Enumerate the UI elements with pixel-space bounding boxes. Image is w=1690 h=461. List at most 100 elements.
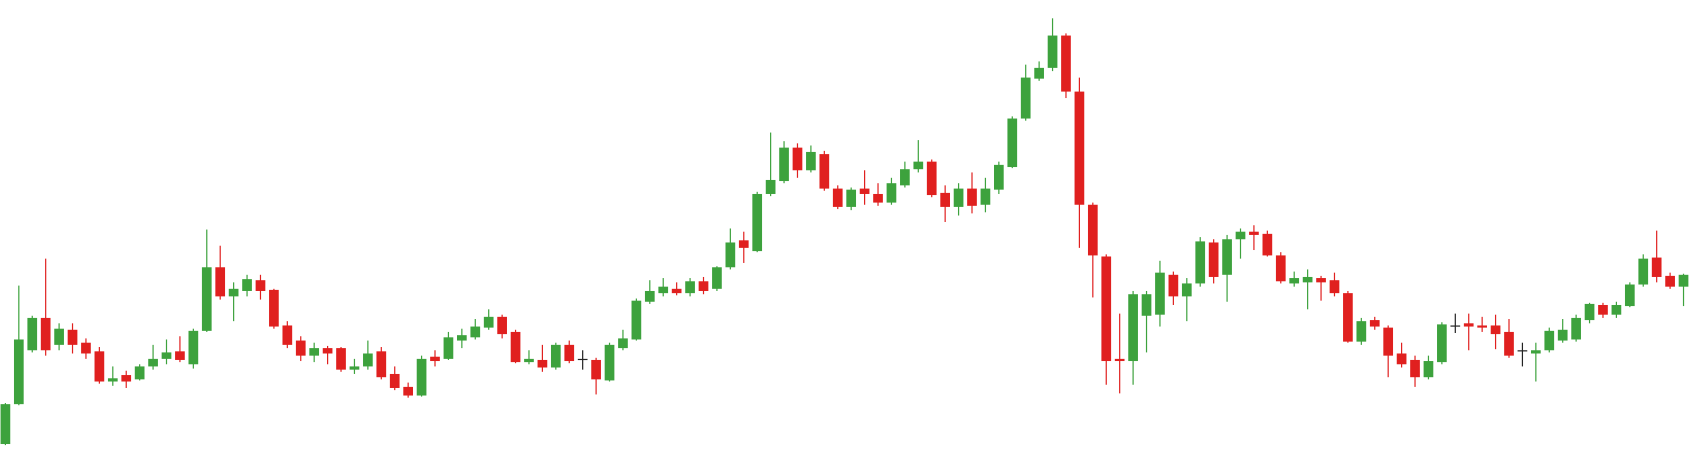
- candle-body: [550, 344, 561, 368]
- candle-body: [1531, 350, 1541, 354]
- candle-body: [792, 147, 803, 171]
- candle-body: [631, 300, 642, 340]
- candle-body: [497, 316, 507, 335]
- candle-body: [201, 267, 212, 331]
- candle-body: [0, 404, 11, 445]
- candle-body: [188, 330, 199, 365]
- candle-body: [1611, 304, 1622, 315]
- candle-body: [1504, 331, 1514, 356]
- candle-body: [1463, 323, 1474, 327]
- candle-body: [591, 359, 601, 380]
- candle-body: [94, 351, 105, 382]
- candle-body: [564, 344, 575, 362]
- candle-body: [1544, 330, 1555, 351]
- candle-body: [873, 193, 883, 203]
- candle-body: [1437, 324, 1447, 363]
- candle-body: [1101, 256, 1112, 362]
- candle-body: [1074, 91, 1085, 205]
- candle-body: [40, 317, 51, 351]
- candle-body: [1665, 275, 1675, 287]
- candle-body: [900, 169, 910, 186]
- candle-body: [376, 351, 387, 378]
- candle-body: [228, 288, 239, 297]
- candle-body: [1396, 353, 1407, 365]
- candle-body: [67, 329, 78, 345]
- candle-body: [81, 342, 91, 354]
- candle-body: [1047, 35, 1058, 68]
- candle-body: [940, 192, 950, 207]
- candle-body: [1584, 303, 1595, 321]
- candle-body: [1477, 325, 1487, 328]
- candle-body: [1638, 258, 1649, 285]
- candle-body: [1651, 257, 1662, 277]
- candle-body: [1195, 241, 1206, 284]
- candle-body: [725, 242, 736, 268]
- candle-body: [403, 386, 413, 396]
- candle-body: [148, 358, 158, 367]
- candle-body: [1141, 294, 1152, 316]
- candle-body: [1624, 284, 1635, 307]
- candle-body: [537, 359, 548, 368]
- candle-body: [416, 358, 427, 396]
- candle-body: [215, 267, 226, 297]
- candle-body: [1329, 280, 1340, 294]
- candle-body: [1678, 274, 1689, 287]
- candle-body: [685, 281, 695, 294]
- candle-body: [1155, 272, 1165, 315]
- candle-body: [322, 348, 333, 354]
- candle-body: [1557, 329, 1568, 341]
- candle-body: [1369, 320, 1380, 327]
- candle-body: [806, 151, 816, 171]
- candle-body: [712, 267, 722, 289]
- candle-body: [1235, 231, 1246, 240]
- candle-body: [134, 366, 145, 380]
- candle-body: [13, 339, 24, 405]
- candle-body: [107, 378, 118, 382]
- candle-body: [470, 326, 481, 338]
- candle-body: [1450, 325, 1461, 327]
- candle-body: [1423, 361, 1434, 378]
- candle-body: [295, 340, 306, 356]
- candle-body: [1302, 276, 1313, 283]
- candle-body: [1490, 325, 1501, 335]
- candle-body: [846, 189, 857, 207]
- candle-body: [752, 193, 763, 252]
- candle-body: [242, 279, 252, 291]
- candle-body: [1289, 278, 1300, 284]
- candle-body: [1343, 293, 1353, 342]
- candle-body: [994, 164, 1004, 190]
- candle-body: [779, 147, 789, 182]
- candle-body: [363, 353, 373, 367]
- candle-body: [255, 280, 266, 291]
- candle-body: [121, 375, 132, 382]
- candle-body: [698, 281, 709, 291]
- candle-body: [54, 328, 64, 345]
- candle-body: [1356, 321, 1367, 342]
- candle-body: [832, 188, 843, 207]
- candle-body: [309, 348, 320, 356]
- candle-body: [336, 348, 346, 370]
- candle-body: [604, 344, 615, 381]
- candle-body: [953, 188, 964, 207]
- candle-body: [658, 286, 669, 294]
- candle-body: [1316, 278, 1326, 283]
- candle-body: [1598, 304, 1608, 315]
- candle-body: [457, 335, 467, 341]
- candle-body: [1168, 274, 1179, 297]
- candle-body: [913, 161, 924, 170]
- candle-body: [1383, 327, 1394, 356]
- candle-body: [161, 352, 172, 359]
- candle-body: [1114, 358, 1125, 362]
- candle-body: [1275, 255, 1286, 282]
- candle-body: [27, 317, 38, 351]
- candle-body: [282, 325, 293, 345]
- candle-body: [483, 316, 494, 328]
- candle-body: [926, 161, 937, 196]
- candle-body: [765, 179, 776, 194]
- candle-body: [819, 154, 830, 189]
- candle-body: [175, 351, 185, 360]
- candle-body: [886, 183, 897, 203]
- candle-body: [1571, 317, 1581, 340]
- candle-body: [443, 337, 454, 359]
